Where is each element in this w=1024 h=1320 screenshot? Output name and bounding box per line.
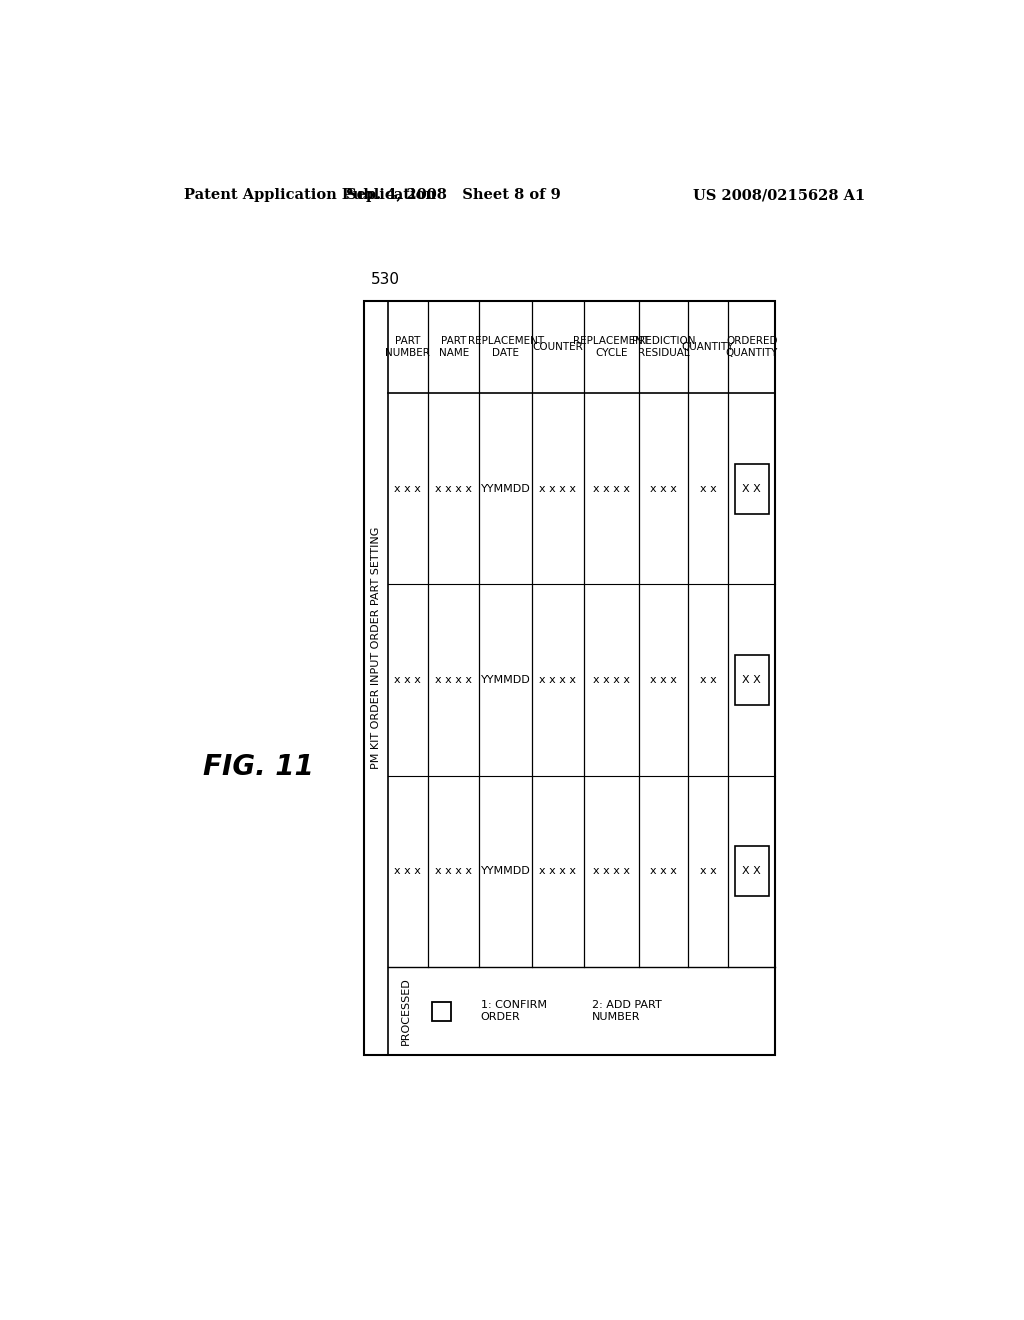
Text: ORDERED
QUANTITY: ORDERED QUANTITY bbox=[726, 337, 778, 358]
Text: QUANTITY: QUANTITY bbox=[682, 342, 734, 352]
Text: X X: X X bbox=[742, 675, 761, 685]
Text: 1: CONFIRM
ORDER: 1: CONFIRM ORDER bbox=[480, 1001, 547, 1022]
Text: Sep. 4, 2008   Sheet 8 of 9: Sep. 4, 2008 Sheet 8 of 9 bbox=[346, 189, 561, 202]
Text: x x x x: x x x x bbox=[593, 866, 630, 876]
Text: X X: X X bbox=[742, 484, 761, 494]
Text: REPLACEMENT
CYCLE: REPLACEMENT CYCLE bbox=[573, 337, 649, 358]
Text: x x x: x x x bbox=[650, 675, 677, 685]
Text: US 2008/0215628 A1: US 2008/0215628 A1 bbox=[693, 189, 865, 202]
Text: x x x x: x x x x bbox=[435, 675, 472, 685]
Text: PREDICTION
RESIDUAL: PREDICTION RESIDUAL bbox=[632, 337, 695, 358]
Text: PM KIT ORDER INPUT ORDER PART SETTING: PM KIT ORDER INPUT ORDER PART SETTING bbox=[371, 527, 381, 768]
Text: FIG. 11: FIG. 11 bbox=[203, 752, 313, 780]
Text: COUNTER: COUNTER bbox=[532, 342, 584, 352]
Text: x x x: x x x bbox=[650, 484, 677, 494]
Text: x x x x: x x x x bbox=[540, 675, 577, 685]
Text: x x x x: x x x x bbox=[540, 484, 577, 494]
Text: Patent Application Publication: Patent Application Publication bbox=[183, 189, 436, 202]
Text: x x: x x bbox=[699, 866, 717, 876]
Text: x x x: x x x bbox=[394, 866, 421, 876]
Text: PROCESSED: PROCESSED bbox=[400, 977, 411, 1045]
Text: x x x x: x x x x bbox=[435, 866, 472, 876]
Text: x x x x: x x x x bbox=[593, 675, 630, 685]
Text: x x x: x x x bbox=[394, 675, 421, 685]
Bar bbox=[432, 1002, 452, 1020]
Text: x x x: x x x bbox=[650, 866, 677, 876]
Bar bbox=[735, 655, 769, 705]
Bar bbox=[365, 301, 775, 1056]
Text: YYMMDD: YYMMDD bbox=[481, 675, 530, 685]
Text: x x: x x bbox=[699, 484, 717, 494]
Text: YYMMDD: YYMMDD bbox=[481, 484, 530, 494]
Text: x x: x x bbox=[699, 675, 717, 685]
Text: PART
NAME: PART NAME bbox=[438, 337, 469, 358]
Text: YYMMDD: YYMMDD bbox=[481, 866, 530, 876]
Bar bbox=[735, 465, 769, 513]
Bar bbox=[735, 846, 769, 896]
Text: x x x x: x x x x bbox=[540, 866, 577, 876]
Text: X X: X X bbox=[742, 866, 761, 876]
Text: 2: ADD PART
NUMBER: 2: ADD PART NUMBER bbox=[592, 1001, 662, 1022]
Text: x x x: x x x bbox=[394, 484, 421, 494]
Text: 530: 530 bbox=[371, 272, 399, 286]
Text: x x x x: x x x x bbox=[593, 484, 630, 494]
Text: REPLACEMENT
DATE: REPLACEMENT DATE bbox=[468, 337, 544, 358]
Text: x x x x: x x x x bbox=[435, 484, 472, 494]
Text: PART
NUMBER: PART NUMBER bbox=[385, 337, 430, 358]
